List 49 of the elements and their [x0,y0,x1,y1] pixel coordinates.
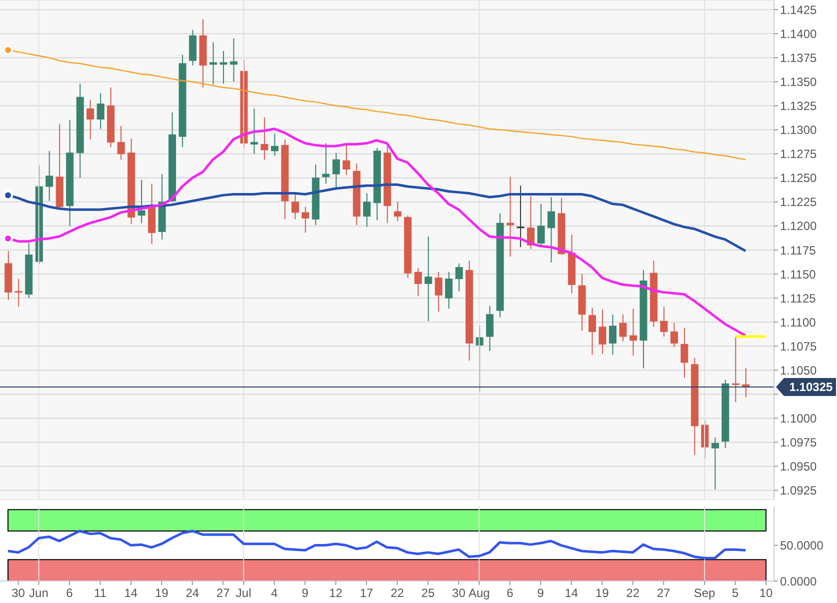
y-tick-label: 1.1100 [780,315,816,330]
x-tick-label: 9 [537,586,544,600]
y-tick-label: 1.1075 [780,339,818,354]
y-tick-label: 1.1425 [780,2,818,17]
x-tick-label: 10 [759,586,773,600]
ref-line-label: 1.10325 [789,380,834,394]
y-tick-label: 1.0950 [780,460,818,474]
y-tick-label: 1.1200 [780,219,818,234]
x-tick-label: 22 [626,586,640,600]
y-tick-label: 0.0000 [780,574,818,588]
x-tick-label: 11 [94,586,107,600]
y-tick-label: 50.0000 [780,538,824,553]
x-tick-label: 12 [329,586,343,600]
y-tick-label: 1.0975 [780,436,818,450]
x-tick-label: 5 [732,586,739,600]
y-tick-label: 1.1300 [780,123,818,138]
x-tick-label: 6 [506,586,514,600]
x-tick-label: 19 [595,586,610,600]
y-tick-label: 1.1275 [780,147,818,162]
x-tick-label: 27 [216,586,230,600]
x-tick-label: Aug [468,586,490,600]
y-tick-label: 1.1000 [780,412,818,426]
y-tick-label: 1.0925 [780,484,818,498]
x-tick-label: 27 [656,586,671,600]
y-tick-label: 1.1375 [780,50,818,65]
x-tick-label: Sep [694,586,716,600]
y-tick-label: 1.1225 [780,195,818,210]
x-tick-label: 25 [421,586,435,600]
x-tick-label: 6 [66,586,74,600]
x-tick-label: 19 [154,586,169,600]
x-tick-label: Jul [236,586,252,600]
x-tick-label: 4 [270,586,278,600]
x-tick-label: 17 [360,586,374,600]
x-tick-label: 30 [452,586,466,600]
y-tick-label: 1.1050 [780,363,818,378]
x-tick-label: 30 [12,586,26,600]
x-tick-label: 24 [186,586,200,600]
y-tick-label: 1.1350 [780,74,818,89]
x-tick-label: 22 [390,586,404,600]
y-tick-label: 1.1400 [780,26,818,41]
x-tick-label: 14 [124,586,138,600]
x-tick-label: 9 [302,586,309,600]
y-tick-label: 1.1125 [780,291,816,306]
y-tick-label: 1.1150 [780,267,816,282]
y-tick-label: 1.1175 [780,243,816,258]
y-tick-label: 1.1250 [780,171,818,186]
x-tick-label: Jun [29,586,48,600]
y-tick-label: 1.1325 [780,99,818,114]
x-tick-label: 14 [564,586,578,600]
